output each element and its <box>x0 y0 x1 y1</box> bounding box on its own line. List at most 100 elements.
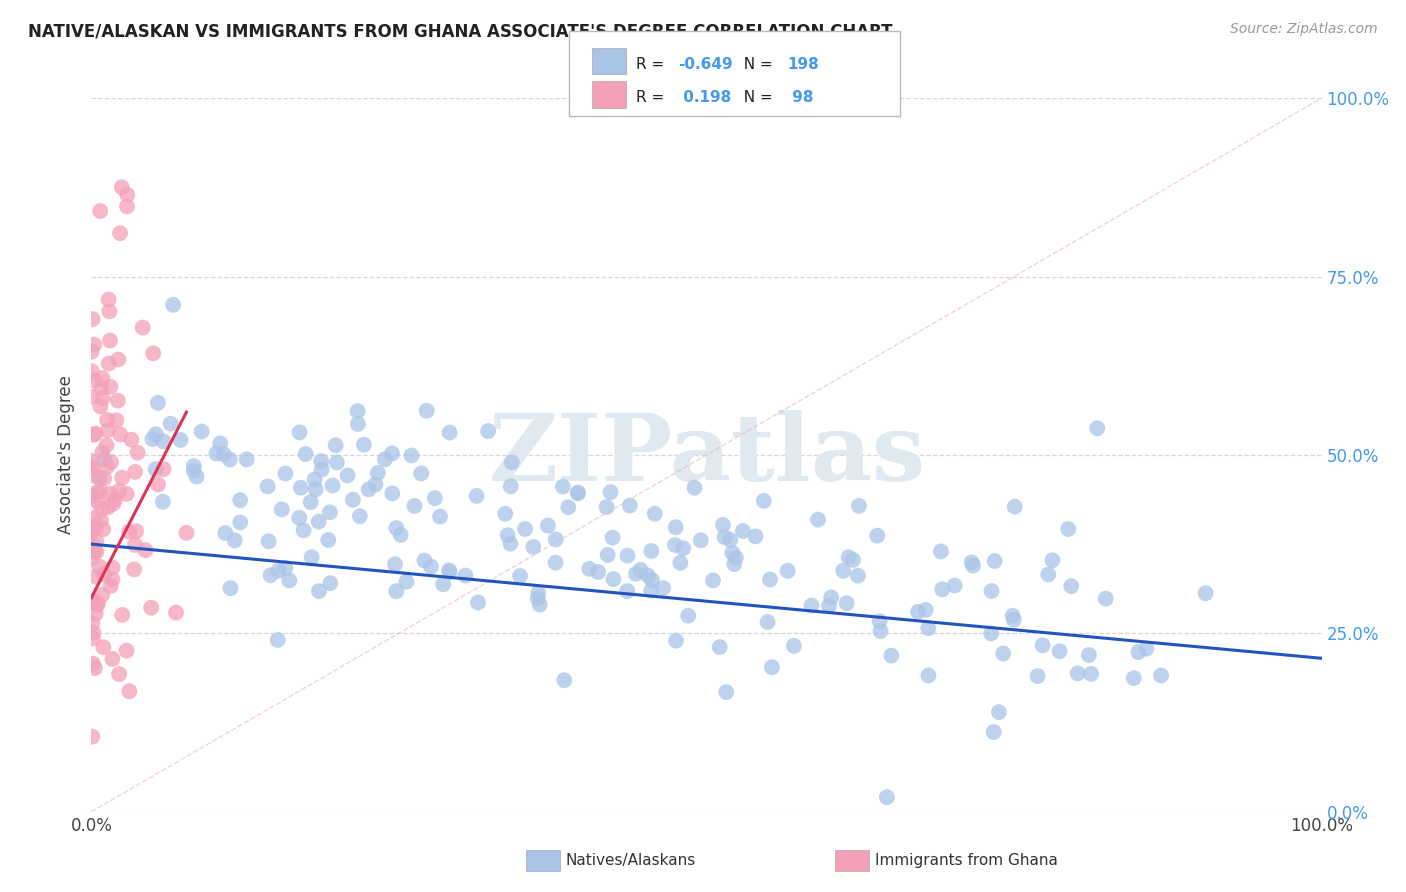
Point <box>107 352 129 367</box>
Point <box>90 513 112 527</box>
Point <box>526 591 548 606</box>
Point <box>89 400 111 414</box>
Point <box>224 533 246 548</box>
Point <box>586 565 609 579</box>
Point <box>127 445 149 459</box>
Point <box>477 424 499 438</box>
Point <box>278 574 301 588</box>
Point <box>336 468 359 483</box>
Point <box>152 462 174 476</box>
Text: Source: ZipAtlas.com: Source: ZipAtlas.com <box>1230 22 1378 37</box>
Point <box>1067 666 1090 681</box>
Point <box>432 577 454 591</box>
Point <box>917 621 939 635</box>
Point <box>914 603 936 617</box>
Point <box>84 534 107 549</box>
Point <box>553 673 575 688</box>
Point <box>183 459 205 474</box>
Point <box>640 583 662 598</box>
Point <box>229 516 252 530</box>
Point <box>159 417 181 431</box>
Point <box>599 485 621 500</box>
Point <box>270 502 292 516</box>
Point <box>513 522 536 536</box>
Point <box>917 668 939 682</box>
Point <box>616 584 638 599</box>
Point <box>86 598 108 612</box>
Point <box>100 455 122 469</box>
Point <box>1128 645 1150 659</box>
Point <box>509 569 531 583</box>
Point <box>529 598 551 612</box>
Point <box>319 576 342 591</box>
Point <box>761 660 783 674</box>
Point <box>84 570 107 584</box>
Point <box>257 534 280 549</box>
Point <box>353 438 375 452</box>
Point <box>641 573 664 587</box>
Point <box>496 528 519 542</box>
Point <box>89 559 111 574</box>
Point <box>381 486 404 500</box>
Point <box>152 495 174 509</box>
Point <box>120 433 142 447</box>
Point <box>103 497 125 511</box>
Point <box>82 632 104 646</box>
Point <box>709 640 731 654</box>
Point <box>82 595 104 609</box>
Point <box>98 334 121 348</box>
Point <box>108 483 131 498</box>
Point <box>389 528 412 542</box>
Point <box>357 483 380 497</box>
Point <box>309 454 332 468</box>
Point <box>214 526 236 541</box>
Point <box>205 447 228 461</box>
Point <box>1001 608 1024 623</box>
Point <box>141 432 163 446</box>
Point <box>848 499 870 513</box>
Point <box>413 553 436 567</box>
Point <box>349 509 371 524</box>
Point <box>98 304 121 318</box>
Point <box>783 639 806 653</box>
Point <box>98 380 121 394</box>
Point <box>97 423 120 437</box>
Point <box>962 558 984 573</box>
Point <box>395 574 418 589</box>
Text: R =: R = <box>636 57 669 72</box>
Point <box>578 562 600 576</box>
Point <box>943 578 966 592</box>
Point <box>96 459 118 474</box>
Text: 198: 198 <box>787 57 820 72</box>
Point <box>176 525 198 540</box>
Point <box>537 518 560 533</box>
Point <box>311 462 333 476</box>
Point <box>83 510 105 524</box>
Point <box>367 466 389 480</box>
Point <box>567 486 589 500</box>
Point <box>683 481 706 495</box>
Point <box>86 485 108 500</box>
Point <box>832 564 855 578</box>
Point <box>676 608 699 623</box>
Point <box>602 531 624 545</box>
Point <box>325 438 347 452</box>
Point <box>652 581 675 595</box>
Point <box>665 520 688 534</box>
Point <box>716 685 738 699</box>
Point <box>1032 638 1054 652</box>
Point <box>288 511 311 525</box>
Point <box>229 493 252 508</box>
Point <box>759 573 782 587</box>
Point <box>669 556 692 570</box>
Point <box>1002 613 1025 627</box>
Point <box>820 591 842 605</box>
Point <box>640 544 662 558</box>
Point <box>84 469 107 483</box>
Point <box>125 524 148 539</box>
Point <box>274 467 297 481</box>
Point <box>689 533 711 548</box>
Point <box>616 549 638 563</box>
Point <box>294 447 316 461</box>
Point <box>89 484 111 499</box>
